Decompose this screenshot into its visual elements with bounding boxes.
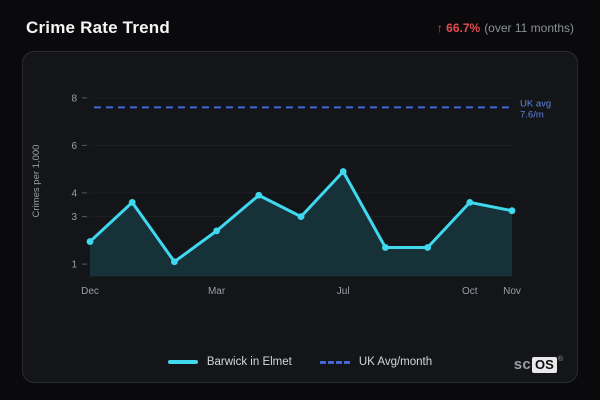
scos-logo: sc OS ® — [513, 356, 563, 373]
x-tick-label: Dec — [81, 286, 99, 297]
header: Crime Rate Trend ↑ 66.7% (over 11 months) — [0, 0, 600, 51]
data-point — [508, 207, 516, 215]
legend-label-series: Barwick in Elmet — [206, 356, 292, 368]
logo-prefix: sc — [513, 356, 532, 373]
data-point — [171, 258, 178, 266]
delta-indicator: ↑ 66.7% (over 11 months) — [437, 19, 574, 37]
registered-mark: ® — [557, 356, 563, 363]
data-point — [86, 238, 94, 245]
y-tick-label: 8 — [71, 93, 77, 104]
x-tick-label: Oct — [462, 286, 478, 297]
y-tick-label: 3 — [71, 212, 77, 223]
legend-item-series[interactable]: Barwick in Elmet — [167, 356, 292, 368]
y-axis-title: Crimes per 1,000 — [31, 145, 42, 218]
chart-legend: Barwick in Elmet UK Avg/month — [23, 356, 577, 368]
chart-card: 8 6 4 3 1 Dec Mar Jul Oct Nov UK avg 7.6/m Crimes pe… — [22, 51, 578, 383]
y-tick-label: 6 — [71, 141, 77, 152]
logo-box: OS — [532, 357, 557, 373]
data-point — [424, 244, 431, 251]
data-point — [466, 198, 474, 206]
delta-value: ↑ 66.7% — [436, 21, 481, 35]
legend-item-reference[interactable]: UK Avg/month — [319, 356, 433, 368]
reference-annotation-line1: UK avg — [520, 98, 551, 109]
data-point — [382, 244, 389, 251]
data-point — [339, 168, 347, 175]
reference-annotation-line2: 7.6/m — [520, 109, 544, 120]
delta-caption: (over 11 months) — [484, 21, 574, 35]
data-point — [213, 227, 221, 235]
x-tick-label: Jul — [337, 286, 350, 297]
x-tick-label: Mar — [208, 286, 226, 297]
page-title: Crime Rate Trend — [26, 18, 170, 37]
y-tick-label: 1 — [71, 260, 77, 271]
data-point — [255, 191, 263, 199]
y-tick-label: 4 — [71, 188, 77, 199]
series-area — [90, 171, 512, 276]
reference-line-swatch — [319, 360, 350, 364]
legend-label-reference: UK Avg/month — [358, 356, 433, 368]
series-line-swatch — [167, 360, 198, 364]
x-tick-label: Nov — [503, 286, 521, 297]
data-point — [297, 213, 305, 221]
data-point — [128, 198, 136, 206]
